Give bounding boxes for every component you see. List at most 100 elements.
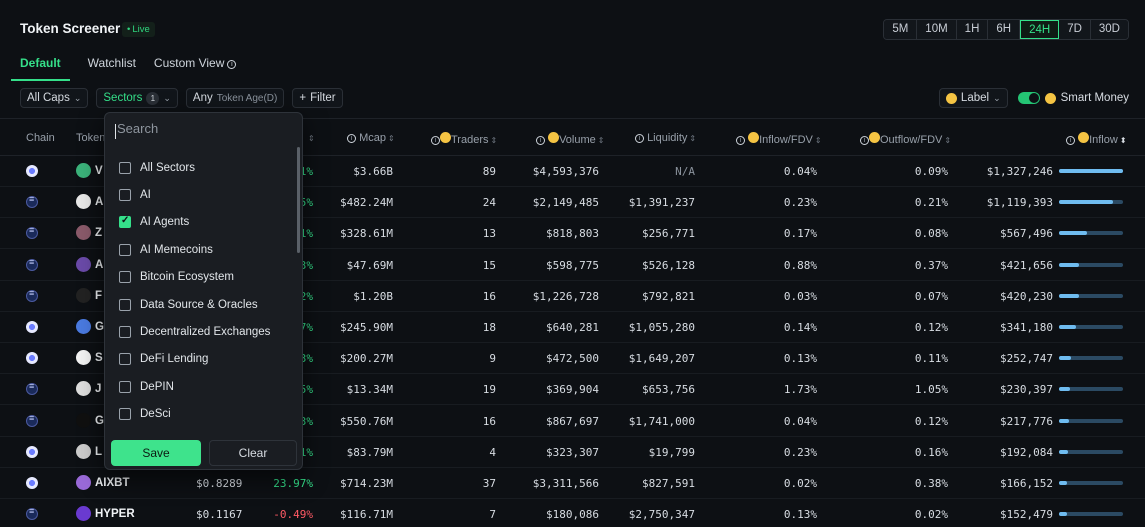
col-outflow-fdv[interactable]: i Outflow/FDV ⇕ <box>857 132 951 146</box>
outflow-fdv-value: 0.37% <box>914 258 948 272</box>
checkbox[interactable] <box>119 189 131 202</box>
liquidity-value: $526,128 <box>642 258 695 272</box>
table-row[interactable]: G 3% $550.76M 16 $867,697 $1,741,000 0.04% 0.12… <box>0 406 1145 437</box>
table-row[interactable]: HYPER $0.1167 -0.49% $116.71M 7 $180,086 $2,75… <box>0 499 1145 527</box>
clear-button[interactable]: Clear <box>209 440 297 466</box>
checkbox[interactable] <box>119 243 131 256</box>
smart-money-toggle[interactable] <box>1017 92 1040 104</box>
table-row[interactable]: G 7% $245.90M 18 $640,281 $1,055,280 0.14% 0.12… <box>0 312 1145 343</box>
price-change: 5% <box>299 383 313 397</box>
table-row[interactable]: L 1% $83.79M 4 $323,307 $19,799 0.23% 0.16% $192… <box>0 437 1145 468</box>
sector-option[interactable]: Data Source & Oracles <box>119 291 294 318</box>
sectors-dropdown-panel: Search All Sectors AI AI Agents AI Memecoin… <box>104 112 303 470</box>
col-inflow[interactable]: i Inflow ⬍ <box>1063 132 1127 146</box>
token-logo-icon <box>76 194 91 210</box>
token-name[interactable]: V <box>95 165 103 177</box>
col-token[interactable]: Token <box>76 132 106 144</box>
token-name[interactable]: G <box>95 414 104 427</box>
solana-chain-icon <box>26 381 38 396</box>
sector-option[interactable]: AI <box>119 181 294 208</box>
save-button[interactable]: Save <box>111 440 201 466</box>
token-name[interactable]: AIXBT <box>95 477 130 489</box>
timeframe-24h[interactable]: 24H <box>1020 20 1060 39</box>
sector-search-input[interactable]: Search <box>113 121 296 143</box>
table-row[interactable]: AIXBT $0.8289 23.97% $714.23M 37 $3,311,566 $8… <box>0 468 1145 499</box>
chevron-down-icon: ⌄ <box>163 92 171 103</box>
token-name[interactable]: Z <box>95 227 103 240</box>
token-name[interactable]: L <box>95 445 103 458</box>
price-change: 5% <box>299 196 313 210</box>
label-dropdown[interactable]: Label ⌄ <box>938 88 1008 108</box>
table-row[interactable]: Z 1% $328.61M 13 $818,803 $256,771 0.17% 0.08% $… <box>0 218 1145 250</box>
timeframe-1h[interactable]: 1H <box>956 20 989 39</box>
token-age-filter[interactable]: Any Token Age(D) <box>185 88 285 108</box>
token-name[interactable]: S <box>95 352 103 365</box>
tab-default[interactable]: Default <box>11 56 70 81</box>
mcap-value: $714.23M <box>340 477 393 490</box>
sector-option[interactable]: AI Memecoins <box>119 236 294 263</box>
col-inflow-fdv[interactable]: i Inflow/FDV ⇕ <box>733 132 822 146</box>
volume-value: $2,149,485 <box>532 196 599 210</box>
token-name[interactable]: G <box>95 321 104 333</box>
timeframe-6h[interactable]: 6H <box>988 20 1021 39</box>
checkbox[interactable] <box>119 326 131 339</box>
sector-option[interactable]: DeFi Lending <box>119 346 294 373</box>
checkbox[interactable] <box>119 380 131 393</box>
checkbox[interactable] <box>119 408 131 421</box>
checkbox[interactable] <box>119 271 131 284</box>
col-mcap[interactable]: i Mcap ⇕ <box>344 132 395 144</box>
col-traders[interactable]: i Traders ⇕ <box>428 132 497 146</box>
sector-option[interactable]: AI Agents <box>119 209 294 236</box>
table-row[interactable]: S 3% $200.27M 9 $472,500 $1,649,207 0.13% 0.11%… <box>0 343 1145 375</box>
liquidity-value: $653,756 <box>642 383 695 397</box>
inflow-fdv-value: 0.88% <box>783 258 817 272</box>
tab-watchlist[interactable]: Watchlist <box>87 56 136 70</box>
checkbox[interactable] <box>119 161 131 174</box>
smart-money-label: Smart Money <box>1060 92 1129 104</box>
col-chain[interactable]: Chain <box>26 132 55 144</box>
solana-chain-icon <box>26 413 38 427</box>
sector-option[interactable]: Bitcoin Ecosystem <box>119 264 294 291</box>
col-price-sort[interactable]: ⇕ <box>306 132 315 144</box>
token-name[interactable]: F <box>95 289 103 302</box>
checkbox[interactable] <box>119 298 131 311</box>
scrollbar[interactable] <box>297 147 300 253</box>
inflow-fdv-value: 0.23% <box>783 196 817 210</box>
mcap-value: $13.34M <box>346 383 393 397</box>
timeframe-30d[interactable]: 30D <box>1090 20 1128 39</box>
token-name[interactable]: J <box>95 383 102 396</box>
sector-option[interactable]: Decentralized Exchanges <box>119 318 294 345</box>
col-mcap-label: Mcap <box>359 132 386 144</box>
col-liquidity[interactable]: i Liquidity ⇕ <box>632 132 696 144</box>
col-volume[interactable]: i Volume ⇕ <box>533 132 604 146</box>
sectors-dropdown[interactable]: Sectors 1 ⌄ <box>96 88 178 108</box>
table-row[interactable]: V 1% $3.66B 89 $4,593,376 N/A 0.04% 0.09% $1,327… <box>0 156 1145 187</box>
sector-option[interactable]: DeSci <box>119 401 294 428</box>
search-placeholder: Search <box>117 121 159 136</box>
checkbox[interactable] <box>119 353 131 366</box>
price-change: 23.97% <box>273 477 313 490</box>
checkbox[interactable] <box>119 215 131 229</box>
token-name[interactable]: A <box>95 196 104 209</box>
sector-option[interactable]: DePIN <box>119 373 294 400</box>
inflow-bar <box>1059 262 1123 267</box>
token-logo-icon <box>76 412 91 428</box>
sector-option[interactable]: Donut Fi <box>119 428 294 432</box>
sector-option[interactable]: All Sectors <box>119 154 294 181</box>
table-row[interactable]: F 2% $1.20B 16 $1,226,728 $792,821 0.03% 0.07% $… <box>0 281 1145 312</box>
col-volume-label: Volume <box>559 134 596 146</box>
table-row[interactable]: A 3% $47.69M 15 $598,775 $526,128 0.88% 0.37% $4… <box>0 250 1145 281</box>
table-row[interactable]: A 5% $482.24M 24 $2,149,485 $1,391,237 0.23% 0.… <box>0 187 1145 219</box>
solana-chain-icon <box>26 257 38 271</box>
sectors-count-badge: 1 <box>146 91 160 105</box>
table-row[interactable]: J 5% $13.34M 19 $369,904 $653,756 1.73% 1.05% $2… <box>0 374 1145 406</box>
token-name[interactable]: A <box>95 258 104 271</box>
add-filter-button[interactable]: + Filter <box>292 88 343 108</box>
token-name[interactable]: HYPER <box>95 508 135 521</box>
timeframe-10m[interactable]: 10M <box>917 20 957 39</box>
tab-custom-view[interactable]: Custom View i <box>154 56 237 81</box>
timeframe-7d[interactable]: 7D <box>1059 20 1091 39</box>
mcap-value: $1.20B <box>353 289 393 303</box>
caps-dropdown[interactable]: All Caps ⌄ <box>20 88 89 108</box>
timeframe-5m[interactable]: 5M <box>884 20 918 39</box>
